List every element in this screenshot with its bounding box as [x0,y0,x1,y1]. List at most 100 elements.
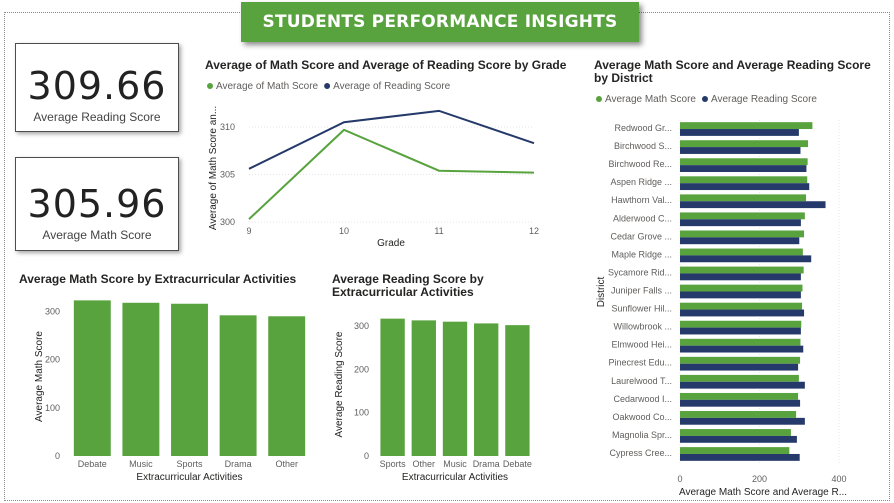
reading-activity-chart-x-tick: Music [443,459,467,469]
math-activity-chart-bar[interactable] [122,302,160,456]
district-y-tick: Sunflower Hil... [611,304,672,314]
district-legend-item-label[interactable]: Average Reading Score [711,94,817,105]
district-reading-bar[interactable] [680,219,801,227]
reading-activity-chart-x-tick: Other [413,459,436,469]
district-y-tick: Laurelwood T... [611,376,672,386]
kpi-math-label: Average Math Score [42,228,152,242]
reading-activity-chart-bar[interactable] [442,321,468,456]
math-activity-chart-y-tick: 100 [45,403,60,413]
district-math-bar[interactable] [680,392,799,400]
district-x-tick: 200 [752,474,767,484]
reading-score-line[interactable] [248,109,535,170]
math-activity-chart-x-tick: Drama [225,459,252,469]
district-reading-bar[interactable] [680,273,801,281]
math-activity-chart-title: Average Math Score by Extracurricular Ac… [19,272,297,286]
district-math-bar[interactable] [680,176,808,184]
district-math-bar[interactable] [680,266,804,274]
district-legend-item-marker[interactable] [596,96,602,102]
district-math-bar[interactable] [680,338,801,346]
dashboard-title-banner: STUDENTS PERFORMANCE INSIGHTS [241,2,639,42]
district-reading-bar[interactable] [680,435,797,443]
district-reading-bar[interactable] [680,165,807,172]
district-reading-bar[interactable] [680,417,805,425]
district-math-bar[interactable] [680,302,803,310]
district-reading-bar[interactable] [680,345,804,353]
district-y-axis-label: District [596,277,607,308]
district-reading-bar[interactable] [680,255,812,263]
district-math-bar[interactable] [680,447,790,454]
reading-activity-chart-bar[interactable] [411,320,436,456]
reading-activity-chart-x-tick: Sports [380,459,407,469]
reading-activity-chart-title-line: Extracurricular Activities [332,285,474,299]
reading-activity-chart-bar[interactable] [380,318,405,456]
district-math-bar[interactable] [680,212,805,220]
district-reading-bar[interactable] [680,291,801,299]
district-reading-bar[interactable] [680,147,801,154]
reading-activity-chart-y-tick: 0 [364,451,369,461]
dashboard-title: STUDENTS PERFORMANCE INSIGHTS [262,12,618,32]
line-y-axis-label: Average of Math Score an... [208,106,219,230]
line-legend-item-marker[interactable] [324,83,331,89]
kpi-card-math[interactable]: 305.96 Average Math Score [15,157,179,251]
line-y-tick: 305 [220,170,235,180]
district-y-tick: Willowbrook ... [613,322,672,332]
line-legend-item-label[interactable]: Average of Math Score [216,81,319,92]
district-y-tick: Pinecrest Edu... [608,358,672,368]
district-math-bar[interactable] [680,320,802,328]
district-y-tick: Sycamore Rid... [608,267,672,277]
district-reading-bar[interactable] [680,399,801,407]
district-reading-bar[interactable] [680,129,799,136]
district-x-axis-label: Average Math Score and Average R... [679,487,847,498]
district-math-bar[interactable] [680,429,791,436]
district-y-tick: Cedar Grove ... [610,231,672,241]
reading-activity-chart-bar[interactable] [474,323,499,456]
district-chart-title-line: by District [594,71,653,85]
district-y-tick: Cypress Cree... [609,448,672,458]
line-x-axis-label: Grade [377,238,405,249]
district-math-bar[interactable] [680,356,801,364]
line-legend-item-label[interactable]: Average of Reading Score [333,81,451,92]
district-math-bar[interactable] [680,194,807,202]
district-y-tick: Oakwood Co... [612,412,672,422]
district-math-bar[interactable] [680,230,805,238]
kpi-card-reading[interactable]: 309.66 Average Reading Score [15,43,179,132]
math-activity-chart-x-tick: Debate [78,459,107,469]
district-reading-bar[interactable] [680,201,826,209]
district-reading-bar[interactable] [680,327,801,335]
math-activity-chart-bar[interactable] [268,316,306,456]
math-score-line[interactable] [248,128,535,220]
district-y-tick: Juniper Falls ... [611,286,672,296]
line-x-tick: 12 [529,226,539,236]
district-math-bar[interactable] [680,122,813,130]
district-reading-bar[interactable] [680,237,800,245]
math-activity-chart-y-tick: 300 [45,306,60,316]
district-reading-bar[interactable] [680,453,800,461]
district-chart-title-line: Average Math Score and Average Reading S… [594,58,871,72]
district-y-tick: Cedarwood I... [613,394,672,404]
district-reading-bar[interactable] [680,309,805,317]
district-math-bar[interactable] [680,140,809,148]
district-math-bar[interactable] [680,284,803,292]
district-math-bar[interactable] [680,158,808,166]
math-activity-chart-bar[interactable] [219,315,257,456]
district-reading-bar[interactable] [680,381,805,389]
district-reading-bar[interactable] [680,183,810,191]
district-legend-item-label[interactable]: Average Math Score [605,94,696,105]
reading-activity-chart-bar[interactable] [505,325,530,456]
math-activity-chart-bar[interactable] [171,303,208,456]
district-math-bar[interactable] [680,411,797,418]
district-x-tick: 400 [832,474,847,484]
reading-activity-chart-x-axis-label: Extracurricular Activities [402,472,508,483]
district-legend-item-marker[interactable] [701,96,708,102]
line-legend-item-marker[interactable] [207,83,213,89]
district-y-tick: Alderwood C... [613,213,672,223]
math-activity-chart-x-axis-label: Extracurricular Activities [136,472,242,483]
district-math-bar[interactable] [680,248,803,256]
district-math-bar[interactable] [680,374,799,382]
line-x-tick: 11 [434,226,443,236]
math-activity-chart-bar[interactable] [73,300,111,456]
district-reading-bar[interactable] [680,363,799,371]
reading-activity-chart-y-tick: 100 [354,408,369,418]
math-activity-chart-x-tick: Other [275,459,298,469]
